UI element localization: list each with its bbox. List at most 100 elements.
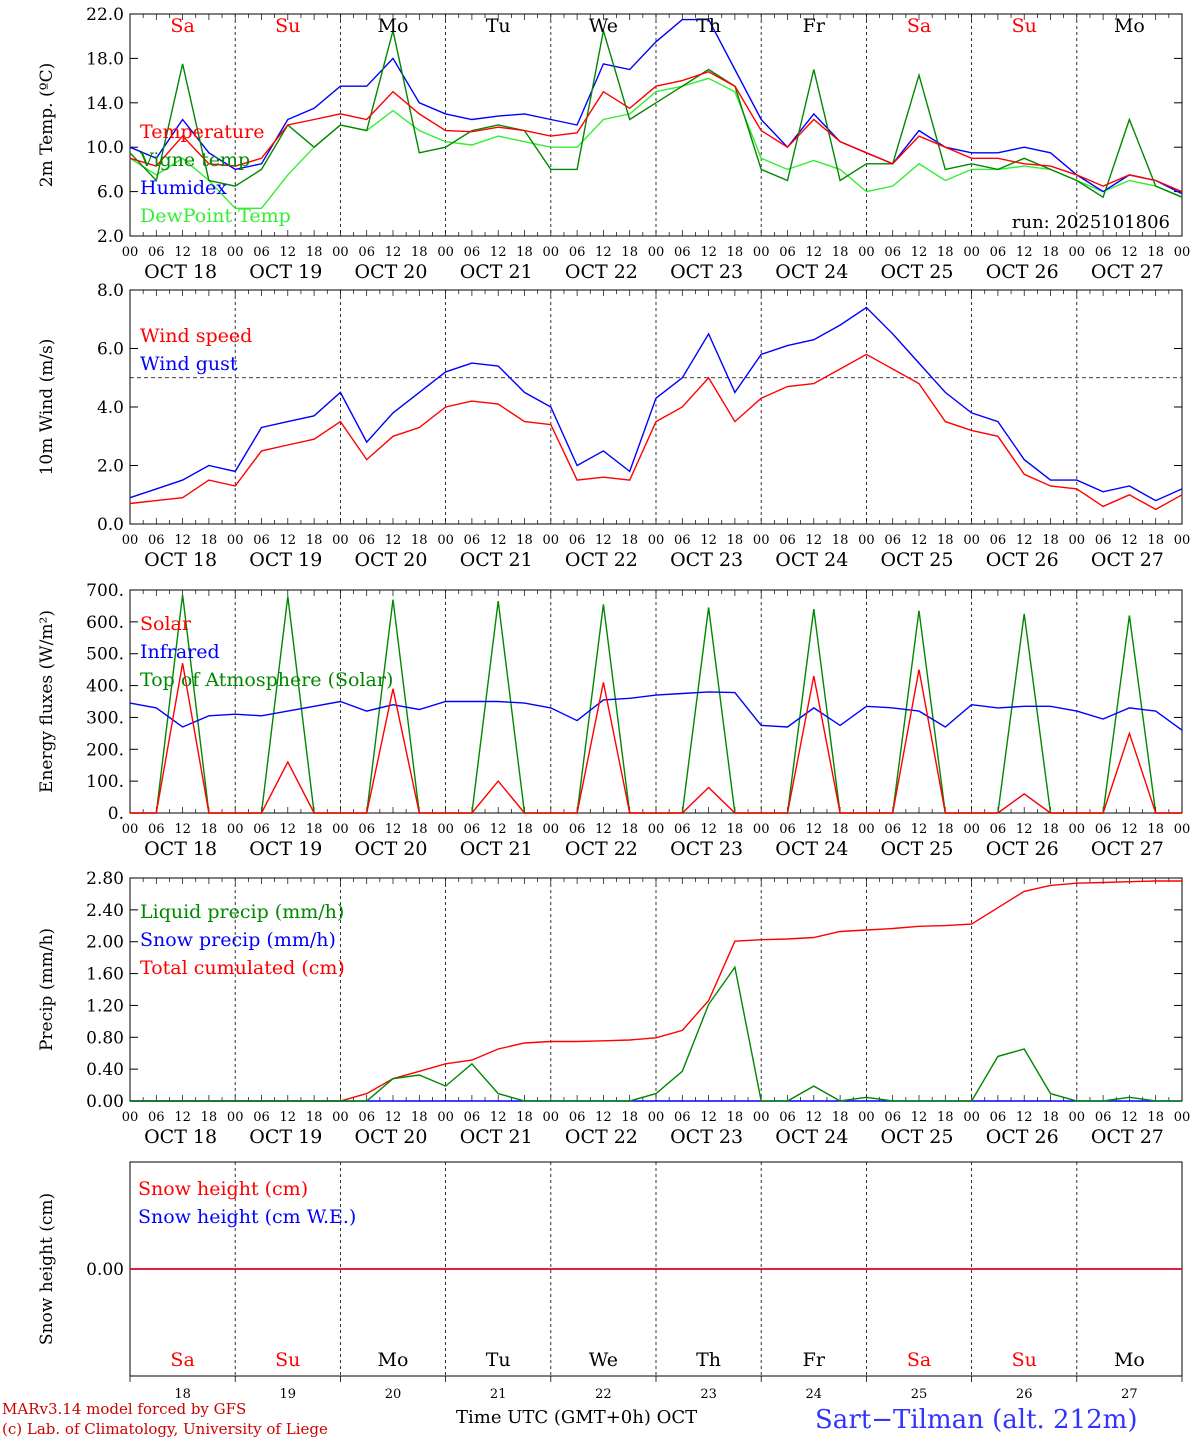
panel-1: 2.0 6.0 10.0 14.0 18.0 22.0 2m Temp. (ºC) Tempe… [37, 5, 1190, 283]
hour-label: 06 [990, 822, 1007, 837]
panel-4: 0.00 0.40 0.80 1.20 1.60 2.00 2.40 2.80 Precip (… [37, 869, 1190, 1148]
y-tick-label: 14.0 [86, 94, 124, 114]
hour-label: 12 [385, 822, 402, 837]
credit-line-2: (c) Lab. of Climatology, University of L… [2, 1420, 328, 1438]
hour-label: 18 [516, 245, 533, 260]
panel-2: 0.0 2.0 4.0 6.0 8.0 10m Wind (m/s) Wind speed W… [37, 281, 1190, 571]
hour-label: 00 [227, 533, 244, 548]
date-label: OCT 20 [354, 549, 427, 571]
y-tick-label: 2.0 [97, 227, 124, 247]
weekday-label: Fr [803, 15, 826, 37]
hour-label: 18 [201, 822, 218, 837]
series-line-solar [130, 663, 1182, 814]
hour-label: 18 [411, 533, 428, 548]
hour-label: 00 [963, 533, 980, 548]
date-label: OCT 21 [460, 549, 533, 571]
hour-label: 00 [648, 533, 665, 548]
hour-label: 12 [911, 533, 928, 548]
hour-label: 12 [1121, 822, 1138, 837]
run-annotation: run: 2025101806 [1012, 212, 1170, 233]
weekday-label: Mo [1114, 15, 1145, 37]
hour-label: 00 [122, 533, 139, 548]
hour-label: 06 [569, 533, 586, 548]
hour-label: 06 [884, 245, 901, 260]
date-label: OCT 22 [565, 549, 638, 571]
date-label: OCT 26 [986, 1126, 1059, 1148]
date-label: OCT 24 [775, 261, 848, 283]
y-tick-label: 2.0 [97, 457, 124, 477]
hour-label: 06 [358, 245, 375, 260]
hour-label: 12 [174, 245, 191, 260]
legend-entry: Snow height (cm W.E.) [138, 1206, 356, 1228]
y-axis-title: 2m Temp. (ºC) [37, 63, 57, 188]
hour-label: 00 [1069, 533, 1086, 548]
weekday-label: Su [1012, 15, 1037, 37]
hour-label: 18 [201, 1110, 218, 1125]
day-number-label: 23 [700, 1387, 717, 1402]
day-number-label: 18 [174, 1387, 191, 1402]
weekday-label: Su [275, 1349, 300, 1371]
date-label: OCT 26 [986, 549, 1059, 571]
date-label: OCT 19 [249, 838, 322, 860]
hour-label: 06 [148, 245, 165, 260]
date-label: OCT 21 [460, 1126, 533, 1148]
weekday-label: Mo [1114, 1349, 1145, 1371]
hour-label: 06 [884, 1110, 901, 1125]
date-label: OCT 18 [144, 261, 217, 283]
hour-label: 00 [648, 822, 665, 837]
hour-label: 00 [437, 533, 454, 548]
date-label: OCT 25 [880, 549, 953, 571]
date-label: OCT 20 [354, 261, 427, 283]
weekday-label: We [589, 1349, 618, 1371]
y-tick-label: 2.00 [86, 933, 124, 953]
y-tick-label: 0.80 [86, 1028, 124, 1048]
footer: MARv3.14 model forced by GFS (c) Lab. of… [2, 1400, 1137, 1438]
date-label: OCT 18 [144, 549, 217, 571]
hour-label: 12 [700, 822, 717, 837]
hour-label: 06 [779, 533, 796, 548]
hour-label: 18 [937, 245, 954, 260]
hour-label: 18 [832, 822, 849, 837]
hour-label: 00 [753, 245, 770, 260]
series-line-dewpoint-temp [129, 77, 1183, 210]
y-axis-title: 10m Wind (m/s) [37, 339, 57, 476]
hour-label: 00 [963, 245, 980, 260]
hour-label: 18 [1042, 533, 1059, 548]
hour-label: 18 [1147, 1110, 1164, 1125]
hour-label: 12 [595, 245, 612, 260]
hour-label: 06 [674, 822, 691, 837]
plot-frame [129, 589, 1183, 814]
weekday-label: Mo [378, 1349, 409, 1371]
hour-label: 00 [1174, 245, 1191, 260]
legend-entry: Top of Atmosphere (Solar) [140, 669, 393, 691]
hour-label: 00 [543, 822, 560, 837]
hour-label: 00 [543, 245, 560, 260]
hour-label: 00 [1069, 1110, 1086, 1125]
hour-label: 12 [385, 1110, 402, 1125]
hour-label: 06 [1095, 1110, 1112, 1125]
hour-label: 12 [1016, 822, 1033, 837]
legend-entry: Snow precip (mm/h) [140, 929, 336, 951]
hour-label: 00 [753, 822, 770, 837]
y-tick-label: 6.0 [97, 340, 124, 360]
hour-label: 00 [543, 1110, 560, 1125]
panel-5: 0.00 Snow height (cm) Snow height (cm) Snow… [37, 1161, 1183, 1402]
hour-label: 00 [227, 245, 244, 260]
hour-label: 12 [174, 1110, 191, 1125]
legend-entry: Wind gust [140, 353, 238, 375]
weekday-label: Sa [170, 15, 194, 37]
hour-label: 06 [148, 533, 165, 548]
hour-label: 18 [621, 1110, 638, 1125]
date-label: OCT 21 [460, 261, 533, 283]
legend-entry: Total cumulated (cm) [140, 957, 345, 979]
hour-label: 00 [122, 245, 139, 260]
hour-label: 18 [1042, 1110, 1059, 1125]
y-tick-label: 400. [86, 677, 124, 697]
hour-label: 12 [385, 245, 402, 260]
hour-label: 12 [806, 245, 823, 260]
weekday-label: Fr [803, 1349, 826, 1371]
hour-label: 12 [1016, 245, 1033, 260]
hour-label: 12 [1121, 245, 1138, 260]
hour-label: 00 [332, 822, 349, 837]
